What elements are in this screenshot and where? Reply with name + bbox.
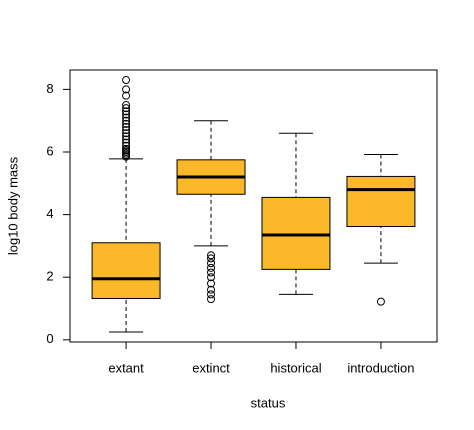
outlier [122,107,131,116]
outlier [122,119,131,128]
outlier [207,254,216,263]
outlier [122,104,131,113]
y-tick-label: 4 [46,206,53,221]
box [91,242,161,299]
outlier [207,295,216,304]
outlier [207,279,216,288]
outlier [376,297,385,306]
outlier [122,113,131,122]
outlier [207,290,216,299]
y-tick-label: 2 [46,269,53,284]
x-axis-label: status [251,395,286,410]
outlier [207,259,216,268]
outlier [207,285,216,294]
outlier [122,138,131,147]
outlier [122,110,131,119]
outlier [122,132,131,141]
outlier [207,273,216,282]
outlier [122,101,131,110]
y-axis-label: log10 body mass [5,156,20,255]
y-tick-label: 0 [46,331,53,346]
x-tick-label: extinct [192,360,230,375]
outlier [207,263,216,272]
outlier [122,129,131,138]
outlier [122,122,131,131]
outlier [207,268,216,277]
outlier [122,144,131,153]
y-tick-label: 8 [46,81,53,96]
outlier [122,135,131,144]
outlier [122,141,131,150]
x-tick-label: extant [108,360,144,375]
outlier [122,91,131,100]
outlier [207,251,216,260]
outlier [122,76,131,85]
outlier [122,126,131,135]
box [261,196,331,270]
outlier [122,85,131,94]
x-tick-label: historical [270,360,321,375]
outlier [122,116,131,125]
box [346,175,416,228]
x-tick-label: introduction [347,360,414,375]
y-tick-label: 6 [46,143,53,158]
